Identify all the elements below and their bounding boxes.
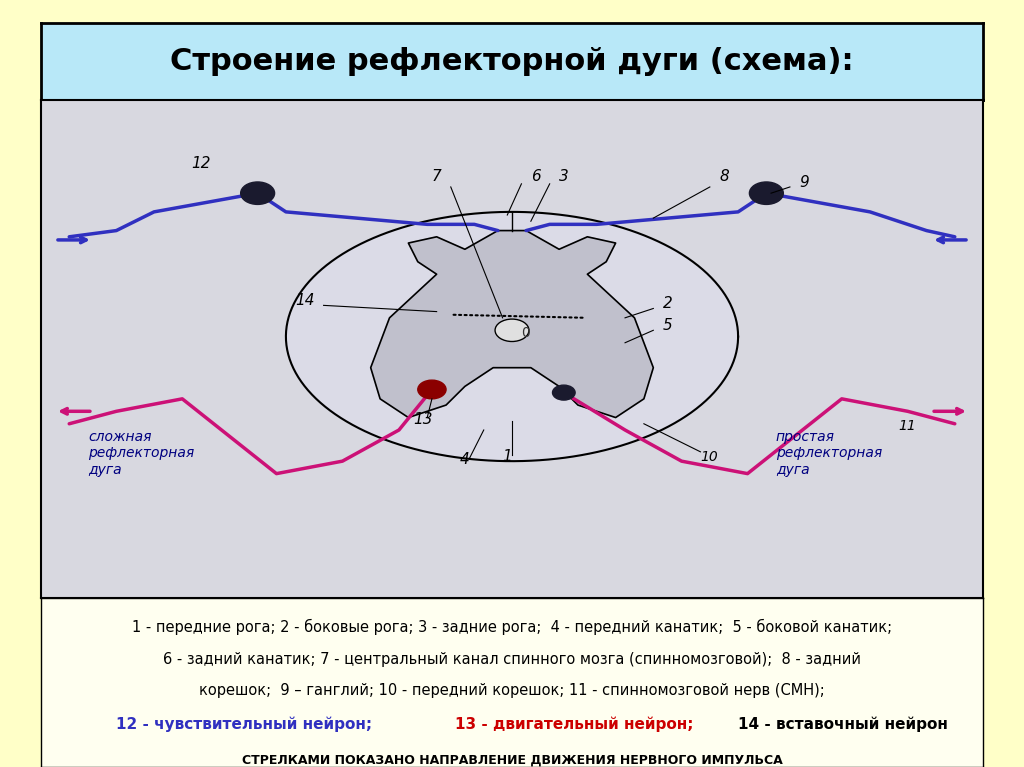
Text: 6 - задний канатик; 7 - центральный канал спинного мозга (спинномозговой);  8 - : 6 - задний канатик; 7 - центральный кана…	[163, 652, 861, 667]
Text: 2: 2	[663, 297, 673, 311]
Circle shape	[750, 182, 783, 204]
Text: 12 - чувствительный нейрон;: 12 - чувствительный нейрон;	[117, 716, 378, 732]
Text: 1: 1	[503, 449, 512, 464]
Polygon shape	[371, 231, 653, 417]
Text: 12: 12	[191, 156, 211, 171]
Text: 13: 13	[413, 412, 432, 426]
Text: 0: 0	[521, 325, 530, 340]
Text: 5: 5	[663, 318, 673, 334]
Text: 8: 8	[719, 169, 729, 184]
Text: сложная
рефлекторная
дуга: сложная рефлекторная дуга	[88, 430, 195, 476]
Text: 14: 14	[295, 293, 314, 308]
Text: 3: 3	[559, 169, 569, 184]
Text: корешок;  9 – ганглий; 10 - передний корешок; 11 - спинномозговой нерв (СМН);: корешок; 9 – ганглий; 10 - передний коре…	[199, 683, 825, 698]
Text: 10: 10	[700, 450, 718, 464]
Circle shape	[553, 385, 575, 400]
Text: 14 - вставочный нейрон: 14 - вставочный нейрон	[738, 716, 948, 732]
Text: 9: 9	[800, 175, 809, 190]
Text: простая
рефлекторная
дуга: простая рефлекторная дуга	[776, 430, 882, 476]
Text: 7: 7	[432, 169, 441, 184]
Text: Строение рефлекторной дуги (схема):: Строение рефлекторной дуги (схема):	[170, 47, 854, 76]
Circle shape	[418, 380, 446, 399]
Polygon shape	[286, 212, 738, 461]
Text: 11: 11	[898, 419, 916, 433]
Circle shape	[495, 319, 529, 341]
Circle shape	[241, 182, 274, 204]
Text: 6: 6	[530, 169, 541, 184]
Text: 1 - передние рога; 2 - боковые рога; 3 - задние рога;  4 - передний канатик;  5 : 1 - передние рога; 2 - боковые рога; 3 -…	[132, 618, 892, 634]
Text: СТРЕЛКАМИ ПОКАЗАНО НАПРАВЛЕНИЕ ДВИЖЕНИЯ НЕРВНОГО ИМПУЛЬСА: СТРЕЛКАМИ ПОКАЗАНО НАПРАВЛЕНИЕ ДВИЖЕНИЯ …	[242, 753, 782, 766]
Text: 13 - двигательный нейрон;: 13 - двигательный нейрон;	[456, 716, 699, 732]
Text: 4: 4	[460, 453, 470, 467]
